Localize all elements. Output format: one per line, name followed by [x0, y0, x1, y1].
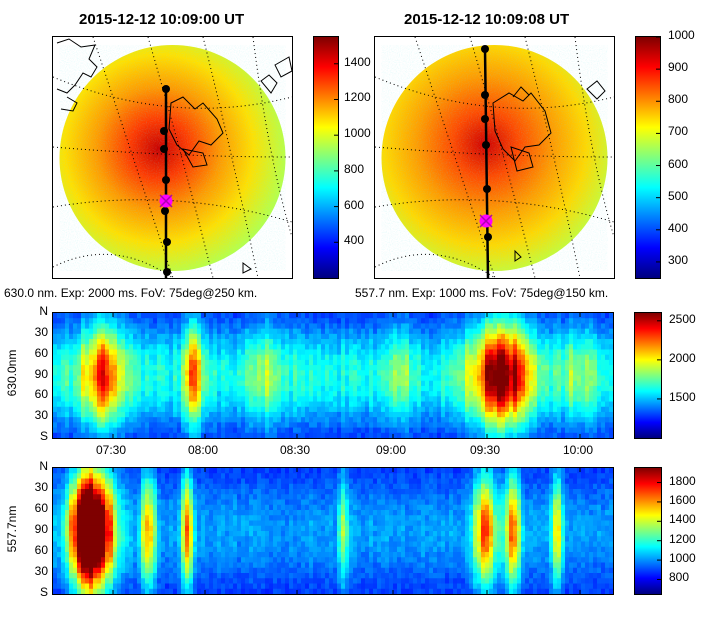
- y-tick-label: 30: [34, 564, 48, 578]
- y-tick-label: 60: [34, 387, 48, 402]
- left-colorbar-gradient: [314, 37, 338, 278]
- y-tick-label: S: [39, 585, 48, 599]
- keogram-557: [52, 467, 614, 595]
- colorbar-tick-label: 1000: [344, 126, 371, 141]
- y-tick-label: S: [39, 429, 48, 443]
- keogram-557-plot: [53, 468, 613, 594]
- colorbar-tick-label: 1800: [669, 473, 696, 488]
- track-marker: [484, 233, 492, 241]
- right-colorbar: [635, 36, 661, 279]
- colorbar-tick-label: 1500: [669, 389, 696, 404]
- right-colorbar-gradient: [636, 37, 660, 278]
- track-marker: [162, 85, 170, 93]
- sky-noise: [381, 45, 608, 271]
- y-tick-label: 60: [34, 501, 48, 515]
- y-tick-label: 90: [34, 522, 48, 536]
- colorbar-tick-label: 600: [668, 156, 689, 171]
- colorbar-tick-label: 700: [668, 124, 689, 139]
- colorbar-fill: [635, 468, 661, 594]
- colorbar-tick-label: 800: [668, 92, 689, 107]
- right-colorbar-ticks: 1000 900 800 700 600 500 400 300: [664, 28, 704, 279]
- left-allsky-plot: [53, 37, 292, 278]
- track-marker: [481, 45, 489, 53]
- colorbar-fill: [636, 37, 660, 278]
- colorbar-tick-label: 300: [668, 252, 689, 267]
- colorbar-tick-label: 2000: [669, 350, 696, 365]
- y-tick-label: 90: [34, 366, 48, 381]
- left-allsky-image: [52, 36, 293, 279]
- y-tick-label: N: [39, 459, 48, 473]
- y-tick-label: 60: [34, 543, 48, 557]
- keogram-630-plot: [53, 313, 613, 438]
- keogram-630-colorbar-ticks: 2500 2000 1500: [665, 312, 705, 439]
- keogram-630-colorbar: [634, 312, 662, 439]
- sky-noise: [59, 45, 286, 271]
- track-marker: [482, 141, 490, 149]
- colorbar-tick-label: 500: [668, 188, 689, 203]
- keogram-630: [52, 312, 614, 439]
- colorbar-fill: [635, 313, 661, 438]
- colorbar-tick-label: 1400: [669, 512, 696, 527]
- keogram-630-colorbar-gradient: [635, 313, 661, 438]
- zenith-cross: [159, 194, 173, 208]
- track-marker: [163, 238, 171, 246]
- colorbar-tick-label: 400: [344, 233, 365, 248]
- right-allsky-image: [374, 36, 615, 279]
- keogram-557-colorbar-ticks: 1800 1600 1400 1200 1000 800: [665, 467, 705, 595]
- coastline: [56, 38, 292, 274]
- track-marker: [483, 185, 491, 193]
- x-tick-label: 07:30: [96, 443, 127, 457]
- coastline: [492, 80, 606, 262]
- colorbar-tick-label: 1200: [344, 90, 371, 105]
- track-marker: [481, 91, 489, 99]
- track-marker: [161, 207, 169, 215]
- y-tick-label: 30: [34, 480, 48, 494]
- x-tick-label: 09:30: [470, 443, 501, 457]
- track-marker: [481, 115, 489, 123]
- colorbar-tick-label: 800: [669, 570, 690, 585]
- x-tick-label: 08:30: [280, 443, 311, 457]
- keogram-630-xticks: 07:30 08:00 08:30 09:00 09:30 10:00: [52, 442, 614, 460]
- track-marker: [160, 145, 168, 153]
- keogram-557-colorbar-gradient: [635, 468, 661, 594]
- left-image-caption: 630.0 nm. Exp: 2000 ms. FoV: 75deg@250 k…: [4, 286, 258, 300]
- colorbar-fill: [314, 37, 338, 278]
- colorbar-tick-label: 600: [344, 197, 365, 212]
- y-tick-label: 60: [34, 345, 48, 360]
- x-tick-label: 09:00: [376, 443, 407, 457]
- grid-lines: [53, 37, 292, 278]
- colorbar-tick-label: 1000: [669, 551, 696, 566]
- colorbar-tick-label: 400: [668, 220, 689, 235]
- colorbar-tick-label: 1600: [669, 492, 696, 507]
- y-tick-label: N: [39, 304, 48, 318]
- y-tick-label: 30: [34, 408, 48, 423]
- colorbar-tick-label: 2500: [669, 311, 696, 326]
- colorbar-tick-label: 800: [344, 161, 365, 176]
- keogram-630-yticks: N 30 60 90 60 30 S: [14, 304, 50, 443]
- grid-lines: [375, 37, 614, 278]
- right-image-title: 2015-12-12 10:09:08 UT: [404, 11, 570, 28]
- left-colorbar-ticks: 1400 1200 1000 800 600 400: [340, 36, 380, 279]
- colorbar-tick-label: 900: [668, 60, 689, 75]
- x-tick-label: 10:00: [563, 443, 594, 457]
- keogram-557-colorbar: [634, 467, 662, 595]
- keogram-557-yticks: N 30 60 90 60 30 S: [14, 459, 50, 599]
- right-image-caption: 557.7 nm. Exp: 1000 ms. FoV: 75deg@150 k…: [355, 286, 609, 300]
- y-tick-label: 30: [34, 324, 48, 339]
- colorbar-tick-label: 1000: [668, 28, 695, 42]
- x-tick-label: 08:00: [188, 443, 219, 457]
- colorbar-tick-label: 1200: [669, 531, 696, 546]
- track-marker: [160, 127, 168, 135]
- right-allsky-plot: [375, 37, 614, 278]
- left-colorbar: [313, 36, 339, 279]
- zenith-cross: [479, 214, 493, 228]
- track-marker: [162, 176, 170, 184]
- track-marker: [163, 268, 171, 276]
- left-image-title: 2015-12-12 10:09:00 UT: [79, 11, 245, 28]
- colorbar-tick-label: 1400: [344, 54, 371, 69]
